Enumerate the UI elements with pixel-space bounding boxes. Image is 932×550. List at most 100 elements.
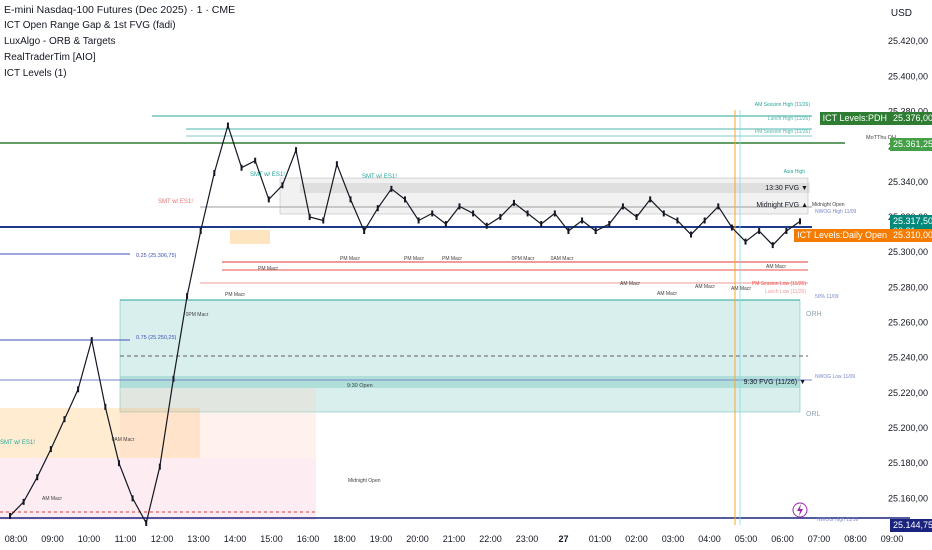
indicator-item[interactable]: ICT Levels (1) <box>4 68 67 79</box>
macro-label: 0AM Macr <box>112 437 135 443</box>
price-point <box>649 196 652 203</box>
label-orh: ORH <box>806 311 822 318</box>
label-smt-bottom: SMT w/ ES1! <box>0 440 35 446</box>
price-point <box>172 375 175 382</box>
time-tick-label: 04:00 <box>698 534 721 544</box>
macro-label: PM Macr <box>442 256 462 262</box>
price-point <box>417 217 420 224</box>
price-point <box>281 182 284 189</box>
pink-zone <box>0 458 316 520</box>
label-midnight-fvg: Midnight FVG ▲ <box>756 202 808 209</box>
time-tick-label: 06:00 <box>771 534 794 544</box>
macro-label: AM Macr <box>766 264 786 270</box>
price-point <box>676 217 679 224</box>
macro-label: 0PM Macr <box>186 312 209 318</box>
macro-label: PM Macr <box>340 256 360 262</box>
time-axis[interactable]: 08:00 09:00 10:00 11:00 12:00 13:00 14:00 15:00… <box>5 534 904 544</box>
label-open-930: 9:30 Open <box>347 383 373 389</box>
label-smt-top: SMT w/ ES1! <box>362 174 397 180</box>
price-point <box>254 157 257 164</box>
price-point <box>444 221 447 227</box>
price-point <box>390 185 393 192</box>
price-point <box>63 416 66 423</box>
price-point <box>404 196 406 203</box>
indicator-legend: E-mini Nasdaq-100 Futures (Dec 2025) · 1… <box>4 2 235 82</box>
time-tick-label: 03:00 <box>662 534 685 544</box>
time-tick-label: 23:00 <box>516 534 539 544</box>
label-lunch-low: Lunch Low (11/26) <box>765 289 806 295</box>
price-point <box>335 161 338 168</box>
price-badge[interactable]: 25.310,00 <box>890 228 932 242</box>
macro-label: AM Macr <box>42 496 62 502</box>
time-tick-label: 22:00 <box>479 534 502 544</box>
macro-label: PM Macr <box>404 256 424 262</box>
price-point <box>771 242 774 249</box>
macro-label: PM Macr <box>225 292 245 298</box>
price-point <box>512 199 515 206</box>
time-tick-label: 07:00 <box>808 534 831 544</box>
time-tick-label: 21:00 <box>443 534 466 544</box>
price-point <box>799 218 801 225</box>
price-point <box>567 228 570 235</box>
symbol-title[interactable]: E-mini Nasdaq-100 Futures (Dec 2025) · 1… <box>4 4 236 16</box>
time-tick-label: 01:00 <box>589 534 612 544</box>
price-tick-label: 25.400,00 <box>888 71 928 81</box>
price-badge[interactable]: 25.376,00 <box>890 112 932 126</box>
price-point <box>213 170 216 176</box>
price-badge[interactable]: 25.144,75 <box>890 519 932 533</box>
price-tick-label: 25.260,00 <box>888 317 928 327</box>
time-tick-label: 02:00 <box>625 534 648 544</box>
level-label-badge: ICT Levels:PDH <box>819 112 890 126</box>
price-point <box>363 228 366 235</box>
macro-label: 0PM Macr <box>512 256 535 262</box>
price-point <box>730 224 733 231</box>
label-fvg-1330: 13:30 FVG ▼ <box>765 185 808 192</box>
fvg-930-zone <box>120 376 800 388</box>
price-point <box>322 217 325 224</box>
price-point <box>499 213 502 220</box>
time-tick-label: 14:00 <box>224 534 247 544</box>
label-fib-025: 0.25 (25.306,75) <box>136 253 177 259</box>
price-point <box>349 196 352 203</box>
price-tick-label: 25.380,00 <box>888 106 928 116</box>
label-fib-075: 0.75 (25.250,25) <box>136 335 177 341</box>
price-point <box>199 228 202 235</box>
macro-label: PM Macr <box>258 266 278 272</box>
price-tick-label: 25.340,00 <box>888 177 928 187</box>
macro-label: AM Macr <box>657 291 677 297</box>
midnight-orange-zone <box>0 408 200 458</box>
time-tick-label: 09:00 <box>41 534 64 544</box>
indicator-item[interactable]: RealTraderTim [AIO] <box>4 52 96 63</box>
price-point <box>526 210 529 217</box>
price-point <box>77 386 80 393</box>
time-tick-label: 18:00 <box>333 534 356 544</box>
time-tick-label: 19:00 <box>370 534 393 544</box>
time-tick-label: 11:00 <box>115 534 137 544</box>
indicator-item[interactable]: LuxAlgo - ORB & Targets <box>4 36 116 47</box>
price-point <box>485 222 488 229</box>
label-orl: ORL <box>806 411 821 418</box>
time-tick-label: 10:00 <box>78 534 101 544</box>
price-point <box>785 228 788 235</box>
price-badge[interactable]: 25.361,25 <box>890 138 932 152</box>
price-point <box>117 460 120 467</box>
currency-label[interactable]: USD <box>890 8 912 19</box>
price-point <box>186 293 189 300</box>
price-point <box>158 463 161 470</box>
price-point <box>744 238 747 245</box>
price-tick-label: 25.200,00 <box>888 423 928 433</box>
time-tick-label: 16:00 <box>297 534 320 544</box>
label-lunch-high: Lunch High (11/26) <box>768 116 810 122</box>
macro-label: AM Macr <box>731 286 751 292</box>
price-point <box>703 217 706 224</box>
price-tick-label: 25.160,00 <box>888 493 928 503</box>
price-point <box>540 221 543 227</box>
indicator-item[interactable]: ICT Open Range Gap & 1st FVG (fadi) <box>4 20 176 31</box>
price-point <box>608 221 611 227</box>
price-point <box>90 337 93 344</box>
lightning-icon[interactable] <box>792 502 808 518</box>
price-point <box>240 164 243 171</box>
price-point <box>431 210 434 217</box>
price-axis[interactable]: 25.420,0025.400,0025.380,0025.360,0025.3… <box>888 36 928 503</box>
